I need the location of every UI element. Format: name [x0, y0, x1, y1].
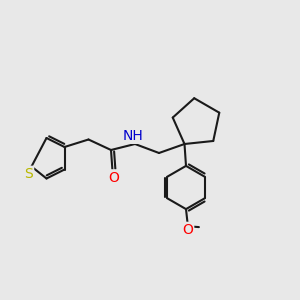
Text: O: O [109, 171, 119, 184]
Text: O: O [182, 223, 193, 237]
Text: NH: NH [123, 129, 144, 142]
Text: S: S [24, 167, 33, 181]
